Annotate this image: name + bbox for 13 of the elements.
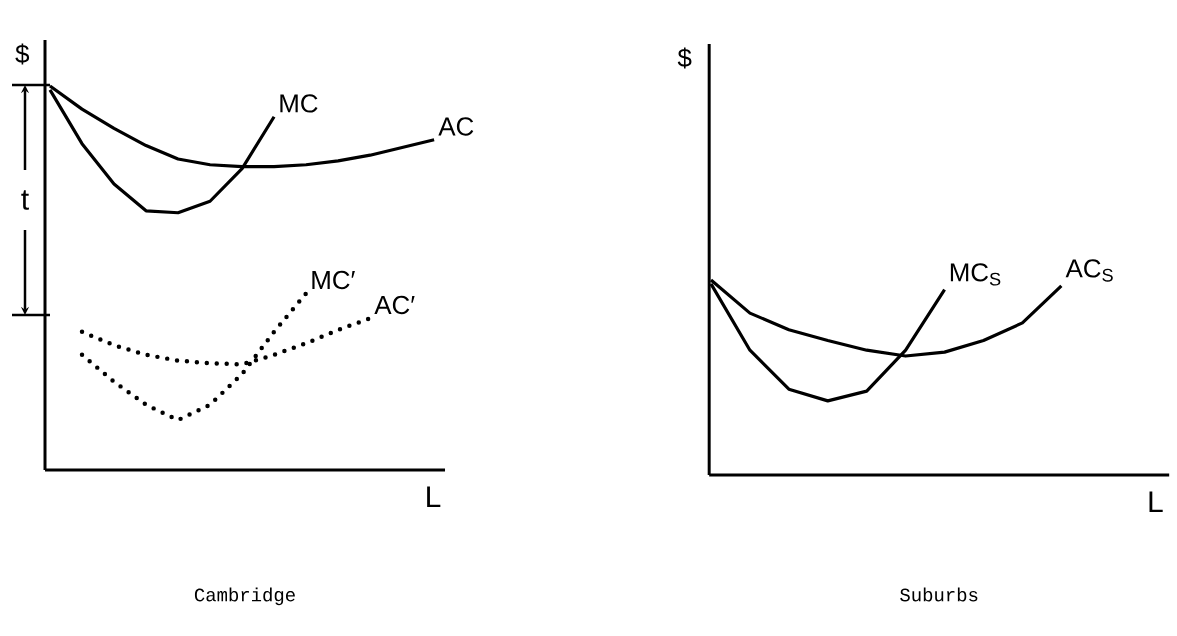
- series-label: MC: [280, 94, 318, 113]
- y-axis-title: $: [677, 47, 692, 69]
- text: Cambridge: [194, 587, 295, 606]
- series-label: MC$_{S}$: [950, 263, 1001, 286]
- series-label: MC′: [312, 270, 355, 290]
- y-axis-title: $: [15, 43, 30, 65]
- x-axis-title: L: [427, 486, 441, 507]
- x-axis-title: L: [1149, 491, 1163, 513]
- text: Suburbs: [900, 587, 978, 602]
- series-label: AC: [438, 117, 474, 136]
- series-label: AC′: [374, 295, 415, 315]
- text: t: [21, 190, 29, 210]
- series-label: AC$_{S}$: [1065, 259, 1113, 282]
